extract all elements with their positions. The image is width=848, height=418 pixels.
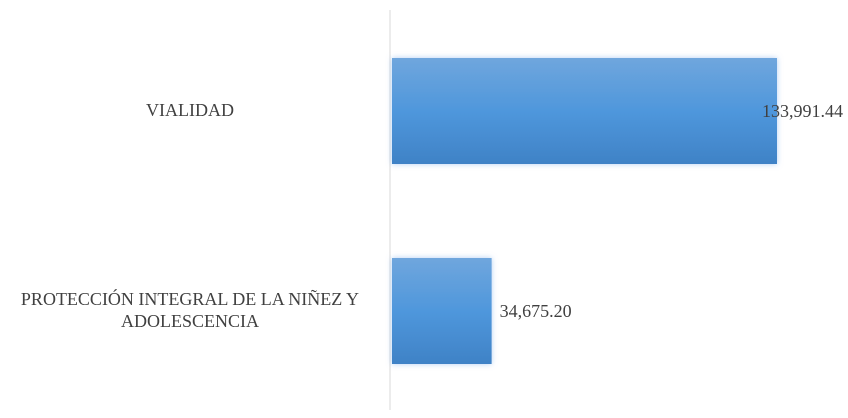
- category-label: VIALIDAD: [146, 100, 234, 120]
- value-label: 133,991.44: [762, 101, 843, 121]
- category-label: PROTECCIÓN INTEGRAL DE LA NIÑEZ Y ADOLES…: [20, 289, 360, 331]
- value-label: 34,675.20: [500, 301, 572, 321]
- bar: [392, 258, 492, 364]
- bar: [392, 58, 777, 164]
